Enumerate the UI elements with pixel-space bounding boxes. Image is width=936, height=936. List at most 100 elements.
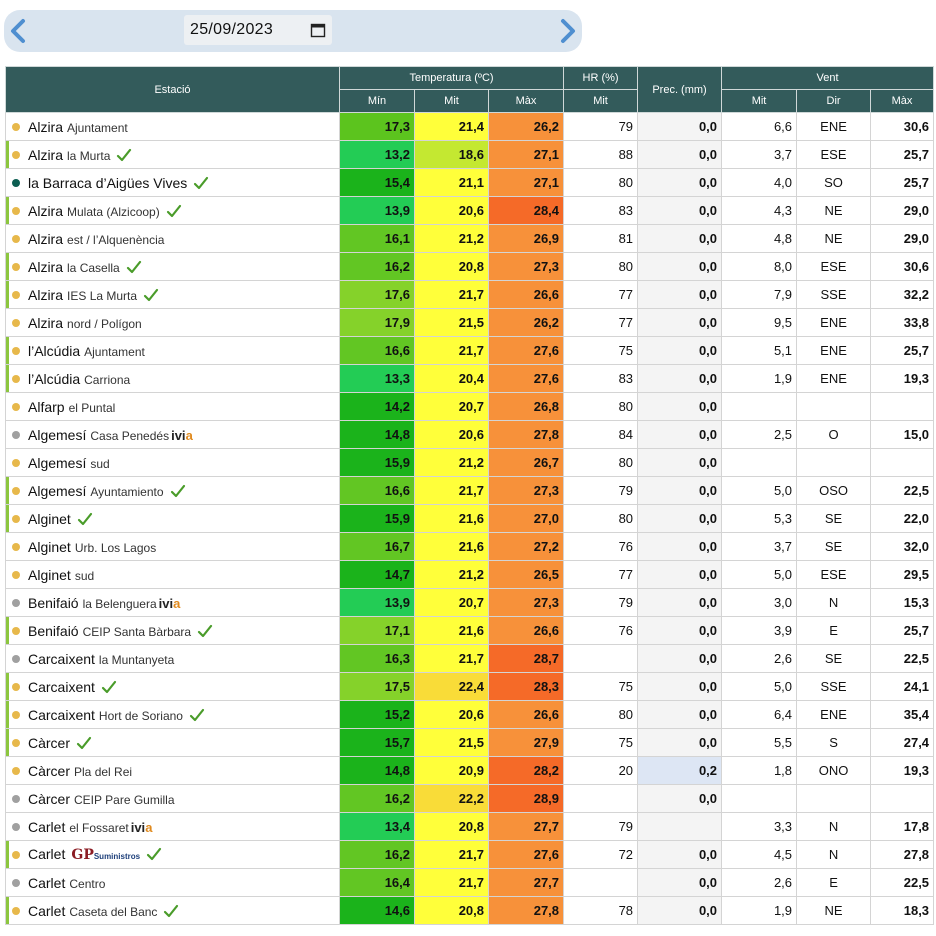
station-location[interactable]: Ayuntamiento xyxy=(90,484,164,499)
table-row[interactable]: Carlet el Fossaret ivia 13,4 20,8 27,7 79 3,3 N 1… xyxy=(5,812,935,841)
station-city[interactable]: Carlet xyxy=(28,818,66,835)
table-row[interactable]: Carcaixent la Muntanyeta 16,3 21,7 28,7 0,0 2,… xyxy=(5,644,935,673)
station-location[interactable]: el Fossaret xyxy=(69,820,129,835)
table-row[interactable]: Algemesí Ayuntamiento 16,6 21,7 27,3 79 0,0 5,0… xyxy=(5,476,935,505)
table-row[interactable]: Càrcer CEIP Pare Gumilla 16,2 22,2 28,9 0,0 xyxy=(5,784,935,813)
station-city[interactable]: Càrcer xyxy=(28,762,71,779)
station-cell[interactable]: Alzira Ajuntament xyxy=(5,112,340,141)
station-location[interactable]: la Casella xyxy=(67,260,120,275)
station-city[interactable]: Algemesí xyxy=(28,454,87,471)
table-row[interactable]: Benifaió la Belenguera ivia 13,9 20,7 27,3 79 0… xyxy=(5,588,935,617)
station-city[interactable]: Carcaixent xyxy=(28,678,95,695)
station-city[interactable]: Carcaixent xyxy=(28,650,95,667)
station-cell[interactable]: Carcaixent la Muntanyeta xyxy=(5,644,340,673)
station-city[interactable]: l’Alcúdia xyxy=(28,370,81,387)
header-wind-max[interactable]: Màx xyxy=(870,89,935,113)
station-location[interactable]: Pla del Rei xyxy=(74,764,133,779)
station-city[interactable]: Alzira xyxy=(28,314,64,331)
table-row[interactable]: Alzira Mulata (Alzicoop) 13,9 20,6 28,4 83 0,0… xyxy=(5,196,935,225)
table-row[interactable]: la Barraca d’Aigües Vives 15,4 21,1 27,1 80 0… xyxy=(5,168,935,197)
station-city[interactable]: Alzira xyxy=(28,258,64,275)
station-cell[interactable]: la Barraca d’Aigües Vives xyxy=(5,168,340,197)
station-cell[interactable]: Carcaixent xyxy=(5,672,340,701)
header-wind-mit[interactable]: Mit xyxy=(721,89,798,113)
station-cell[interactable]: Alginet sud xyxy=(5,560,340,589)
station-location[interactable]: nord / Polígon xyxy=(67,316,142,331)
table-row[interactable]: Carlet GPSuministros 16,2 21,7 27,6 72 0,0 4,5 N… xyxy=(5,840,935,869)
station-location[interactable]: Ajuntament xyxy=(67,120,128,135)
station-cell[interactable]: Alfarp el Puntal xyxy=(5,392,340,421)
table-row[interactable]: Carlet Centro 16,4 21,7 27,7 0,0 2,6 E 22,5 xyxy=(5,868,935,897)
header-temp-min[interactable]: Mín xyxy=(339,89,415,113)
station-cell[interactable]: Alzira Mulata (Alzicoop) xyxy=(5,196,340,225)
table-row[interactable]: Alzira IES La Murta 17,6 21,7 26,6 77 0,0 7,9 SS… xyxy=(5,280,935,309)
header-temp-mit[interactable]: Mit xyxy=(414,89,489,113)
station-cell[interactable]: Benifaió la Belenguera ivia xyxy=(5,588,340,617)
station-location[interactable]: IES La Murta xyxy=(67,288,138,303)
station-city[interactable]: Alzira xyxy=(28,146,64,163)
header-temp-max[interactable]: Màx xyxy=(487,89,565,113)
table-row[interactable]: Càrcer 15,7 21,5 27,9 75 0,0 5,5 S 27,4 xyxy=(5,728,935,757)
station-cell[interactable]: Alginet Urb. Los Lagos xyxy=(5,532,340,561)
table-row[interactable]: Carcaixent 17,5 22,4 28,3 75 0,0 5,0 SSE 24,1 xyxy=(5,672,935,701)
table-row[interactable]: Carcaixent Hort de Soriano 15,2 20,6 26,6 80 0… xyxy=(5,700,935,729)
table-row[interactable]: Càrcer Pla del Rei 14,8 20,9 28,2 20 0,2 1,8 ONO… xyxy=(5,756,935,785)
station-city[interactable]: Alginet xyxy=(28,566,71,583)
chevron-right-icon[interactable] xyxy=(556,18,580,44)
table-row[interactable]: Alginet sud 14,7 21,2 26,5 77 0,0 5,0 ESE 29,5 xyxy=(5,560,935,589)
chevron-left-icon[interactable] xyxy=(6,18,30,44)
station-location[interactable]: el Puntal xyxy=(68,400,116,415)
station-city[interactable]: Benifaió xyxy=(28,594,79,611)
station-city[interactable]: Alzira xyxy=(28,230,64,247)
station-city[interactable]: Alzira xyxy=(28,286,64,303)
station-location[interactable]: sud xyxy=(74,568,95,583)
station-city[interactable]: Carlet xyxy=(28,902,66,919)
table-row[interactable]: Alzira la Casella 16,2 20,8 27,3 80 0,0 8,0 ESE 3… xyxy=(5,252,935,281)
station-cell[interactable]: Algemesí Ayuntamiento xyxy=(5,476,340,505)
table-row[interactable]: Algemesí Casa Penedés ivia 14,8 20,6 27,8 84 0,… xyxy=(5,420,935,449)
station-location[interactable]: Mulata (Alzicoop) xyxy=(67,204,160,219)
station-city[interactable]: Benifaió xyxy=(28,622,79,639)
station-location[interactable]: sud xyxy=(90,456,110,471)
table-row[interactable]: Benifaió CEIP Santa Bàrbara 17,1 21,6 26,6 76… xyxy=(5,616,935,645)
station-location[interactable]: Ajuntament xyxy=(84,344,145,359)
station-city[interactable]: Càrcer xyxy=(28,790,71,807)
station-cell[interactable]: Algemesí Casa Penedés ivia xyxy=(5,420,340,449)
table-row[interactable]: l’Alcúdia Ajuntament 16,6 21,7 27,6 75 0,0 5,1 E… xyxy=(5,336,935,365)
station-location[interactable]: la Murta xyxy=(67,148,111,163)
station-cell[interactable]: Carlet Caseta del Banc xyxy=(5,896,340,925)
station-location[interactable]: Carriona xyxy=(84,372,131,387)
table-row[interactable]: l’Alcúdia Carriona 13,3 20,4 27,6 83 0,0 1,9 ENE… xyxy=(5,364,935,393)
station-cell[interactable]: Carlet GPSuministros xyxy=(5,840,340,869)
table-row[interactable]: Alzira Ajuntament 17,3 21,4 26,2 79 0,0 6,6 ENE 3… xyxy=(5,112,935,141)
calendar-icon[interactable] xyxy=(310,22,326,38)
station-city[interactable]: Alfarp xyxy=(28,398,65,415)
station-cell[interactable]: Alginet xyxy=(5,504,340,533)
station-cell[interactable]: l’Alcúdia Carriona xyxy=(5,364,340,393)
station-city[interactable]: la Barraca d’Aigües Vives xyxy=(28,174,188,191)
station-location[interactable]: CEIP Santa Bàrbara xyxy=(82,624,192,639)
table-row[interactable]: Alginet 15,9 21,6 27,0 80 0,0 5,3 SE 22,0 xyxy=(5,504,935,533)
table-row[interactable]: Algemesí sud 15,9 21,2 26,7 80 0,0 xyxy=(5,448,935,477)
table-row[interactable]: Alzira nord / Polígon 17,9 21,5 26,2 77 0,0 9,5… xyxy=(5,308,935,337)
station-cell[interactable]: l’Alcúdia Ajuntament xyxy=(5,336,340,365)
station-cell[interactable]: Benifaió CEIP Santa Bàrbara xyxy=(5,616,340,645)
station-city[interactable]: Alginet xyxy=(28,538,71,555)
station-location[interactable]: la Muntanyeta xyxy=(98,652,175,667)
header-wind-dir[interactable]: Dir xyxy=(796,89,872,113)
table-row[interactable]: Alzira la Murta 13,2 18,6 27,1 88 0,0 3,7 ESE 25,… xyxy=(5,140,935,169)
table-row[interactable]: Carlet Caseta del Banc 14,6 20,8 27,8 78 0,0 1,… xyxy=(5,896,935,925)
date-input[interactable]: 25/09/2023 xyxy=(184,15,332,45)
station-cell[interactable]: Càrcer xyxy=(5,728,340,757)
station-city[interactable]: Algemesí xyxy=(28,482,87,499)
station-location[interactable]: Casa Penedés xyxy=(90,428,170,443)
header-station[interactable]: Estació xyxy=(5,66,340,113)
station-city[interactable]: Alzira xyxy=(28,202,64,219)
station-cell[interactable]: Càrcer Pla del Rei xyxy=(5,756,340,785)
station-cell[interactable]: Alzira la Casella xyxy=(5,252,340,281)
station-cell[interactable]: Alzira nord / Polígon xyxy=(5,308,340,337)
station-cell[interactable]: Algemesí sud xyxy=(5,448,340,477)
station-cell[interactable]: Carlet Centro xyxy=(5,868,340,897)
station-cell[interactable]: Càrcer CEIP Pare Gumilla xyxy=(5,784,340,813)
station-city[interactable]: Carcaixent xyxy=(28,706,95,723)
